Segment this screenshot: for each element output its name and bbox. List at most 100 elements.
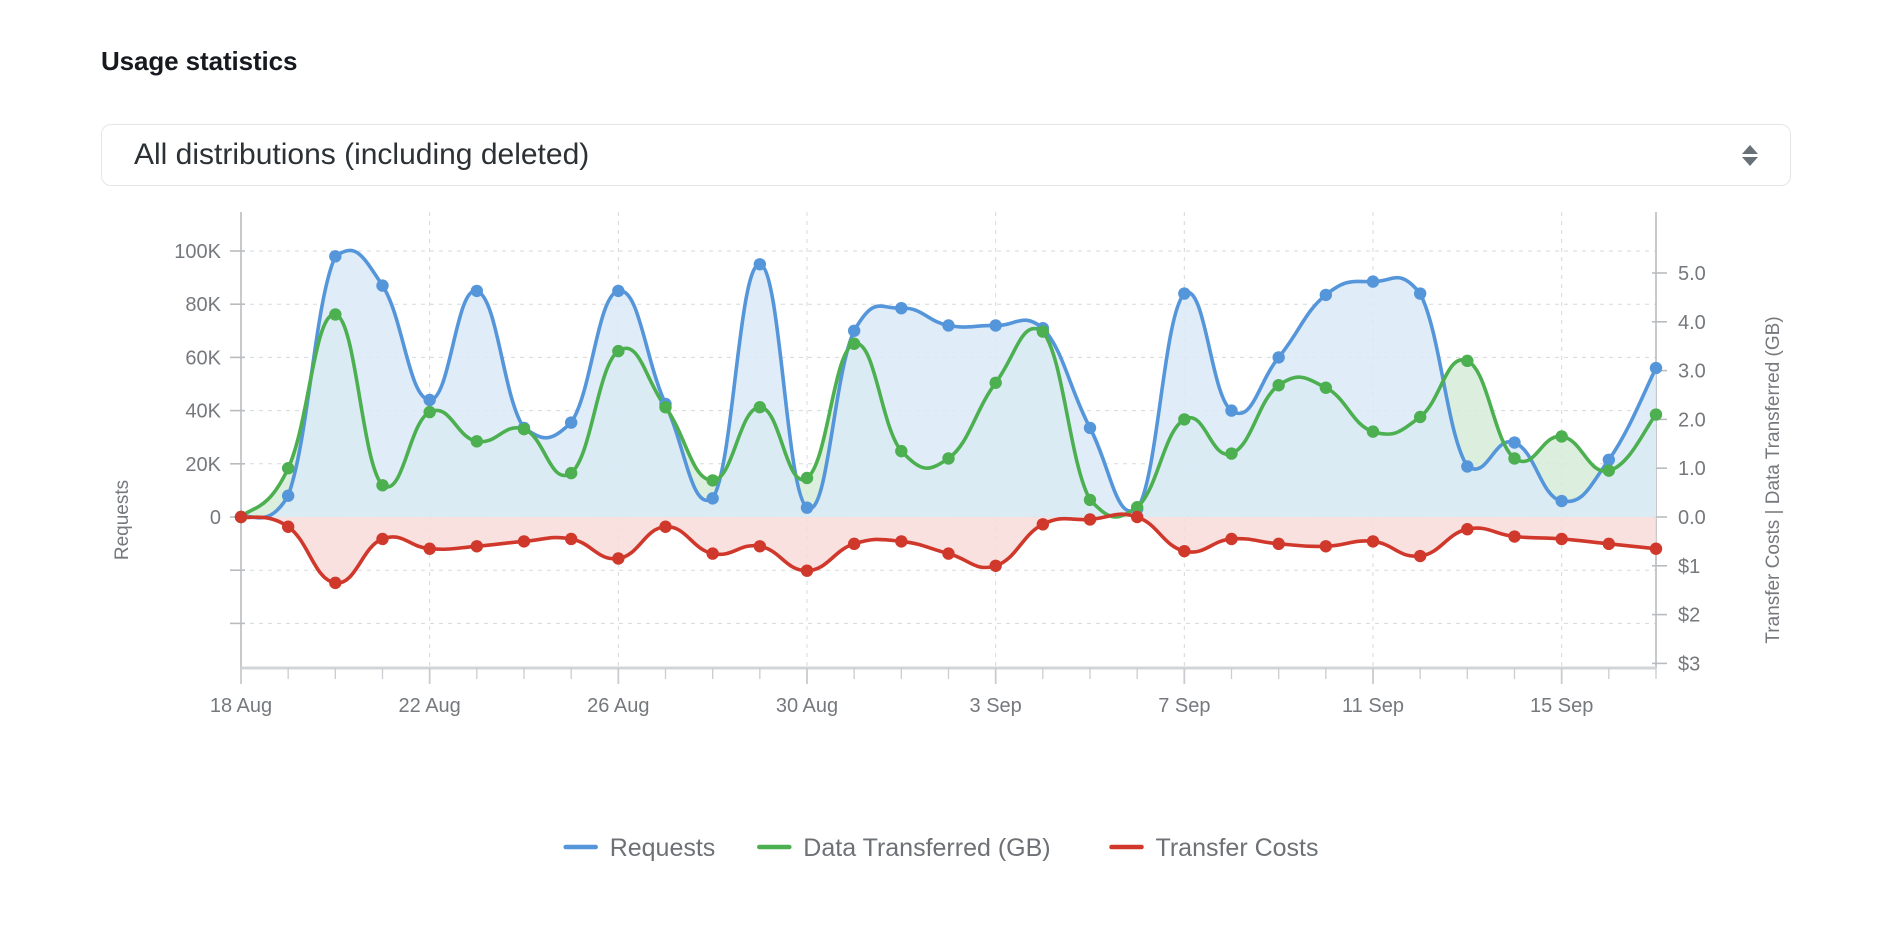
distribution-select[interactable]: All distributions (including deleted) (101, 124, 1791, 186)
data-point[interactable] (800, 564, 814, 577)
data-point[interactable] (1555, 532, 1568, 546)
data-point[interactable] (1083, 513, 1097, 526)
data-point[interactable] (517, 422, 531, 436)
data-point[interactable] (612, 344, 625, 358)
data-point[interactable] (1319, 381, 1333, 394)
data-point[interactable] (564, 416, 578, 429)
y-axis-tick-label: 40K (185, 401, 221, 423)
legend-item-label[interactable]: Data Transferred (GB) (803, 834, 1050, 862)
page-title: Usage statistics (101, 46, 298, 76)
data-point[interactable] (800, 501, 814, 514)
data-point[interactable] (989, 319, 1002, 332)
data-point[interactable] (753, 540, 767, 553)
data-point[interactable] (1272, 379, 1285, 392)
data-point[interactable] (942, 319, 955, 332)
data-point[interactable] (1649, 408, 1663, 421)
legend-item-label[interactable]: Transfer Costs (1156, 834, 1319, 862)
data-point[interactable] (942, 452, 955, 465)
data-point[interactable] (1366, 425, 1380, 438)
data-point[interactable] (1602, 453, 1616, 467)
data-point[interactable] (423, 393, 436, 407)
data-point[interactable] (847, 337, 861, 350)
data-point[interactable] (659, 520, 672, 533)
data-point[interactable] (1083, 421, 1097, 435)
data-point[interactable] (1319, 540, 1333, 553)
data-point[interactable] (329, 308, 342, 321)
data-point[interactable] (1319, 288, 1333, 302)
y2-axis-tick-label: 5.0 (1678, 263, 1706, 285)
data-point[interactable] (1508, 452, 1521, 465)
data-point[interactable] (1130, 510, 1144, 524)
data-point[interactable] (1366, 275, 1380, 288)
data-point[interactable] (376, 479, 389, 492)
data-point[interactable] (470, 540, 484, 553)
data-point[interactable] (612, 284, 625, 298)
data-point[interactable] (1366, 535, 1380, 548)
data-point[interactable] (1508, 436, 1521, 449)
data-point[interactable] (1225, 404, 1238, 417)
data-point[interactable] (564, 466, 578, 480)
data-point[interactable] (470, 284, 484, 298)
data-point[interactable] (470, 435, 484, 448)
data-point[interactable] (895, 535, 908, 548)
data-point[interactable] (1555, 494, 1568, 508)
data-point[interactable] (423, 405, 436, 419)
up-down-caret-icon[interactable] (1742, 144, 1768, 166)
data-point[interactable] (1225, 447, 1238, 460)
data-point[interactable] (329, 250, 342, 263)
data-point[interactable] (1272, 351, 1285, 364)
y2-axis-tick-label: 1.0 (1678, 458, 1706, 480)
data-point[interactable] (1178, 287, 1191, 300)
data-point[interactable] (895, 301, 908, 315)
x-axis-tick-label: 18 Aug (210, 695, 272, 717)
data-point[interactable] (376, 279, 389, 292)
data-point[interactable] (1178, 413, 1191, 426)
data-point[interactable] (1413, 549, 1427, 563)
data-point[interactable] (1461, 523, 1474, 536)
data-point[interactable] (281, 489, 295, 502)
data-point[interactable] (706, 492, 719, 505)
data-point[interactable] (753, 401, 767, 414)
data-point[interactable] (1083, 493, 1097, 507)
data-point[interactable] (329, 576, 342, 590)
data-point[interactable] (1602, 537, 1616, 551)
data-point[interactable] (989, 559, 1002, 572)
data-point[interactable] (517, 535, 531, 548)
data-point[interactable] (1036, 518, 1050, 531)
data-point[interactable] (564, 532, 578, 546)
data-point[interactable] (612, 552, 625, 565)
data-point[interactable] (989, 376, 1002, 389)
distribution-select-value: All distributions (including deleted) (134, 138, 590, 171)
data-point[interactable] (942, 547, 955, 560)
legend-item-label[interactable]: Requests (610, 834, 716, 862)
y2-axis-tick-label: 0.0 (1678, 507, 1706, 529)
data-point[interactable] (423, 542, 436, 555)
data-point[interactable] (1461, 460, 1474, 473)
data-point[interactable] (1649, 361, 1663, 375)
data-point[interactable] (281, 462, 295, 475)
data-point[interactable] (1508, 530, 1521, 543)
data-point[interactable] (1461, 354, 1474, 368)
data-point[interactable] (847, 537, 861, 551)
data-point[interactable] (1413, 410, 1427, 424)
data-point[interactable] (1413, 287, 1427, 300)
data-point[interactable] (1178, 544, 1191, 558)
x-axis-tick-label: 26 Aug (587, 695, 649, 717)
data-point[interactable] (1272, 537, 1285, 551)
data-point[interactable] (376, 532, 389, 546)
data-point[interactable] (1036, 325, 1050, 338)
data-point[interactable] (706, 474, 719, 487)
data-point[interactable] (1225, 532, 1238, 546)
data-point[interactable] (1130, 501, 1144, 514)
data-point[interactable] (234, 510, 248, 524)
data-point[interactable] (1555, 430, 1568, 443)
data-point[interactable] (659, 401, 672, 414)
data-point[interactable] (895, 444, 908, 458)
data-point[interactable] (706, 547, 719, 560)
data-point[interactable] (281, 520, 295, 533)
data-point[interactable] (847, 324, 861, 337)
data-point[interactable] (753, 258, 767, 271)
data-point[interactable] (800, 471, 814, 485)
data-point[interactable] (1602, 464, 1616, 477)
data-point[interactable] (1649, 542, 1663, 555)
